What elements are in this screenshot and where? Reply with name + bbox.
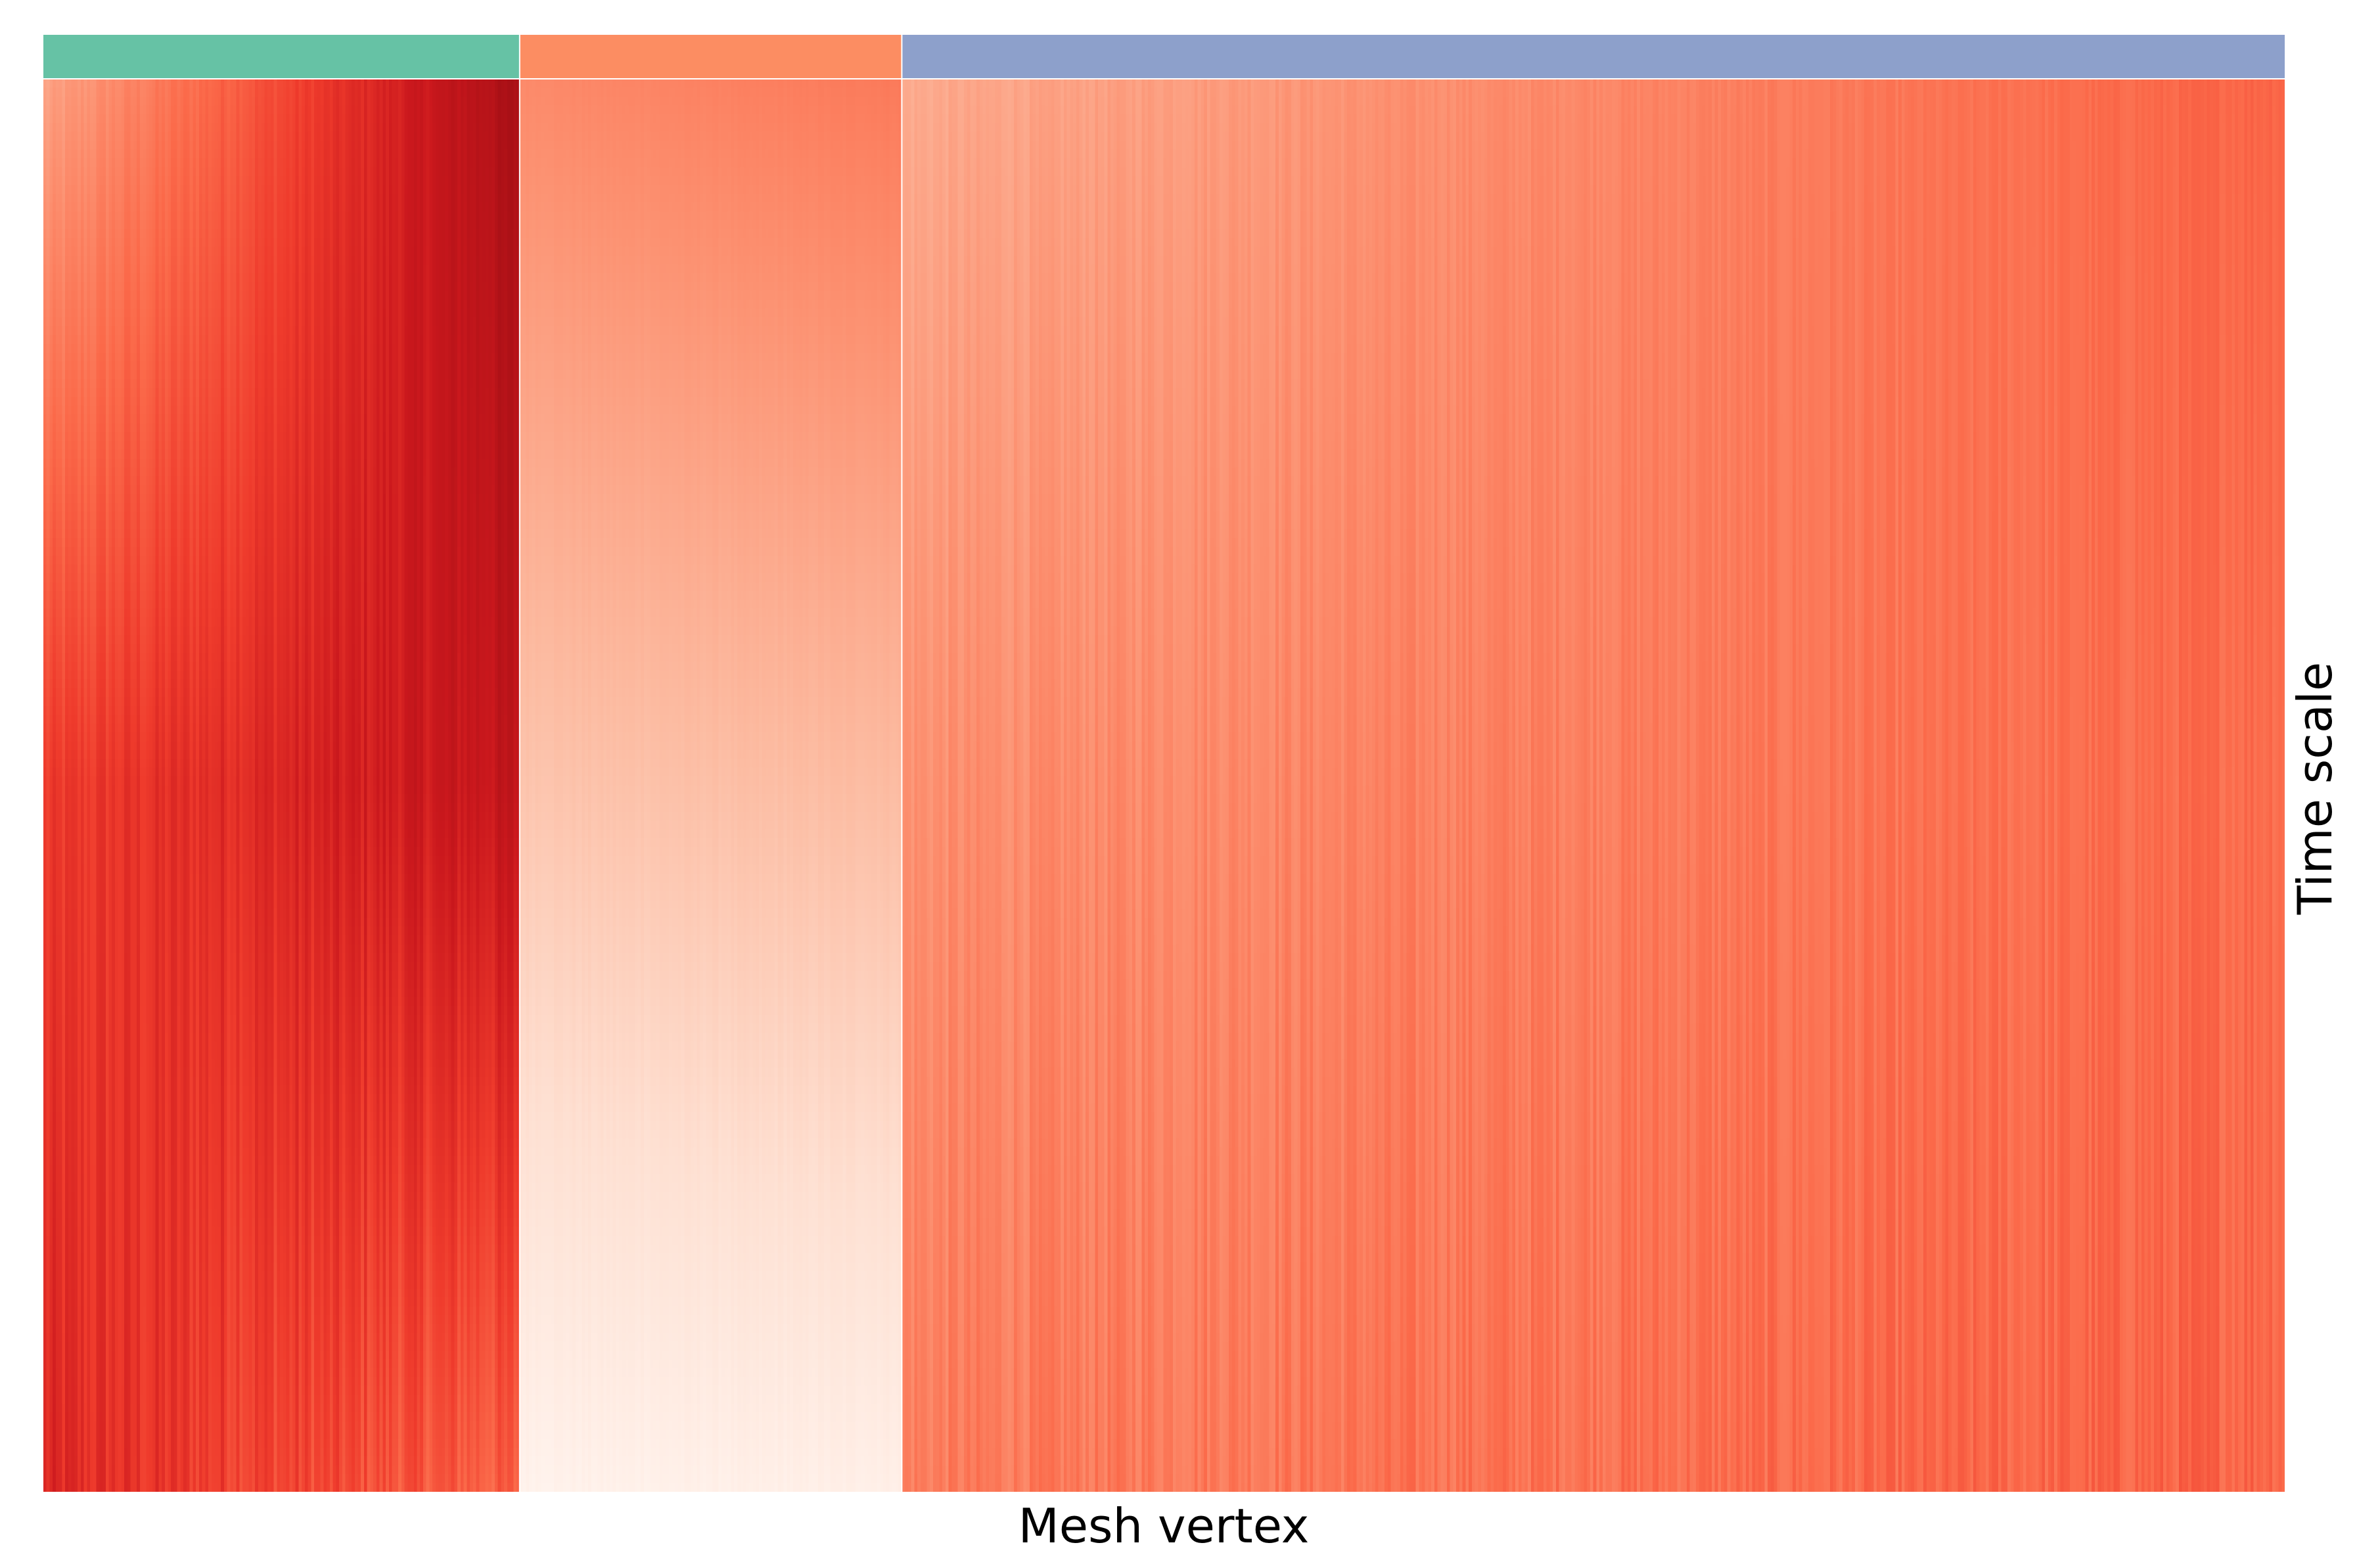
cluster-bar-segment-2: [519, 35, 902, 78]
x-axis-label: Mesh vertex: [1018, 1498, 1310, 1554]
heatmap-band-cluster-3: [902, 79, 2285, 1492]
y-axis-label: Time scale: [2287, 662, 2343, 916]
heatmap-band-cluster-2: [519, 79, 902, 1492]
cluster-bar-segment-3: [902, 35, 2285, 78]
cluster-separators: [43, 35, 2285, 1492]
cluster-color-bar: [43, 35, 2285, 78]
heatmap-cluster-bands: [43, 79, 2285, 1492]
heatmap-band-cluster-1: [43, 79, 520, 1492]
cluster-bar-segment-1: [43, 35, 520, 78]
